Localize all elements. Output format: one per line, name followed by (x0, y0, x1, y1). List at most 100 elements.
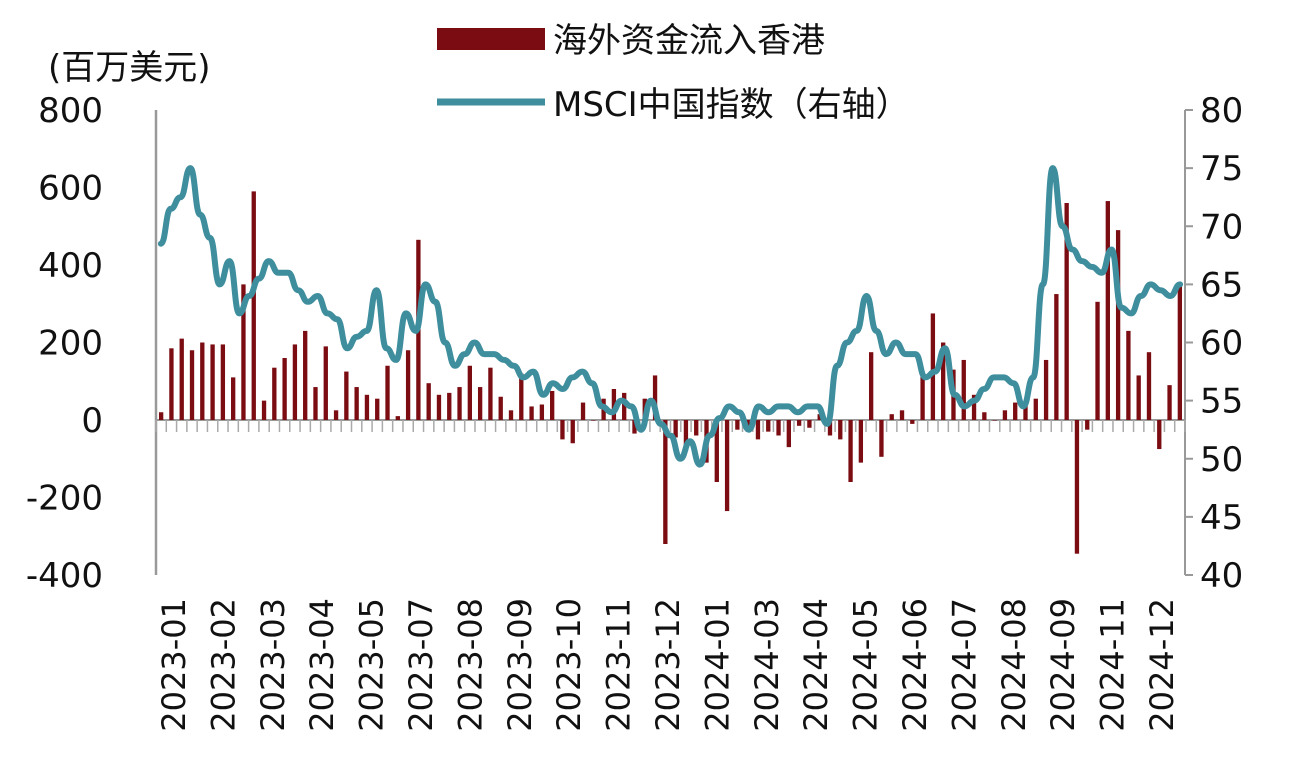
bar (282, 358, 287, 420)
bar (652, 375, 658, 420)
bar (447, 392, 452, 421)
bar (436, 394, 442, 420)
bar (323, 346, 328, 421)
bar (868, 352, 874, 420)
x-tick-label: 2024-04 (797, 598, 835, 732)
msci-line (157, 165, 1184, 468)
bar (467, 365, 472, 420)
legend-line-label: MSCI中国指数（右轴） (553, 85, 910, 125)
bar (941, 342, 946, 420)
bar (354, 387, 359, 420)
right-tick-label: 65 (1200, 265, 1243, 305)
right-tick-label: 50 (1200, 440, 1243, 480)
bar (200, 342, 205, 420)
bar (930, 313, 936, 420)
left-tick-label: 0 (81, 401, 103, 441)
bar (786, 420, 791, 448)
left-tick-label: 600 (38, 169, 103, 209)
bar (838, 420, 843, 440)
bar (1115, 230, 1121, 421)
x-tick-label: 2024-09 (1044, 598, 1082, 732)
x-tick-label: 2023-09 (501, 598, 539, 732)
bar (210, 344, 215, 420)
x-tick-label: 2024-07 (945, 598, 983, 732)
bar (1146, 352, 1152, 420)
bar (817, 414, 822, 420)
bar (807, 420, 812, 428)
bar (1033, 398, 1038, 420)
right-tick-label: 40 (1200, 556, 1243, 596)
bar (488, 367, 493, 420)
legend-bar-label: 海外资金流入香港 (553, 21, 825, 61)
x-tick-label: 2023-05 (353, 598, 391, 732)
bar (364, 394, 370, 420)
x-tick-label: 2024-08 (995, 598, 1033, 732)
x-tick-label: 2023-04 (303, 598, 341, 732)
bar (303, 330, 308, 421)
bar (550, 390, 555, 420)
bar (508, 410, 514, 420)
left-tick-label: -400 (26, 556, 103, 596)
bar-series (158, 191, 1183, 554)
bar (375, 398, 380, 420)
bar (580, 402, 586, 420)
x-tick-label: 2023-02 (204, 598, 242, 732)
bar (899, 410, 905, 420)
bar (663, 420, 668, 544)
bar (611, 389, 617, 420)
right-tick-label: 70 (1200, 207, 1243, 247)
bar (333, 410, 339, 420)
bar (292, 344, 298, 420)
bar (539, 404, 545, 420)
right-tick-label: 45 (1200, 498, 1243, 538)
bar (570, 420, 575, 444)
x-tick-label: 2023-01 (155, 598, 193, 732)
bar (591, 420, 596, 421)
bar (632, 420, 637, 434)
x-tick-label: 2023-10 (550, 598, 588, 732)
x-tick-label: 2024-03 (748, 598, 786, 732)
bar (992, 420, 997, 421)
bar (776, 420, 781, 436)
bar (241, 284, 246, 421)
bar (498, 396, 503, 420)
bar (1002, 410, 1008, 420)
x-tick-label: 2024-05 (847, 598, 885, 732)
bar (848, 420, 853, 482)
bar (395, 416, 400, 421)
bar (879, 420, 884, 457)
bar (982, 412, 987, 420)
x-tick-label: 2024-01 (698, 598, 736, 732)
left-tick-label: 400 (38, 246, 103, 286)
bar (673, 420, 678, 438)
bar (1177, 282, 1183, 420)
bar (519, 373, 524, 420)
bar (910, 420, 915, 424)
left-axis-unit: (百万美元) (48, 48, 211, 88)
bar (189, 350, 195, 420)
bar (735, 420, 740, 430)
left-tick-label: 800 (38, 91, 103, 131)
bar (426, 383, 431, 420)
right-tick-label: 60 (1200, 324, 1243, 364)
x-tick-label: 2023-11 (600, 598, 638, 732)
x-tick-label: 2023-07 (402, 598, 440, 732)
bar (560, 420, 565, 440)
right-tick-label: 75 (1200, 149, 1243, 189)
x-tick-label: 2024-11 (1094, 598, 1132, 732)
bar (344, 371, 349, 420)
bar (1074, 420, 1080, 554)
bar (1023, 404, 1028, 420)
bar (961, 359, 966, 420)
bar (231, 377, 236, 421)
bar (827, 420, 833, 436)
right-tick-label: 80 (1200, 91, 1243, 131)
x-tick-label: 2023-12 (649, 598, 687, 732)
bar (724, 420, 730, 512)
bar (1054, 294, 1059, 420)
bar (477, 387, 483, 420)
bar (261, 400, 267, 421)
bar (1013, 402, 1018, 420)
bar (405, 350, 411, 420)
